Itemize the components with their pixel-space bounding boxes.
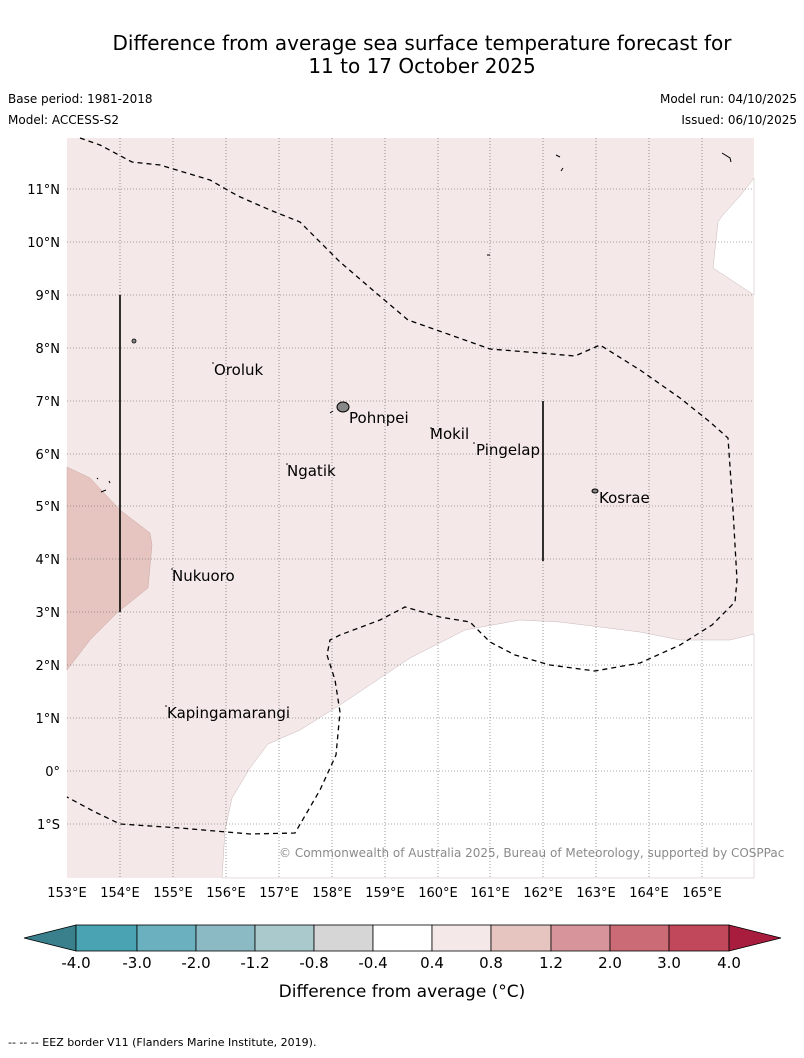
place-label-kosrae: Kosrae [599, 489, 650, 507]
colorbar-ticks: -4.0 -3.0 -2.0 -1.2 -0.8 -0.4 0.4 0.8 1.… [61, 954, 741, 972]
lat-label: 6°N [36, 448, 61, 463]
copyright-notice: © Commonwealth of Australia 2025, Bureau… [279, 846, 784, 860]
colorbar-swatch [550, 924, 611, 952]
colorbar-tick: 0.8 [479, 954, 503, 972]
colorbar: -4.0 -3.0 -2.0 -1.2 -0.8 -0.4 0.4 0.8 1.… [23, 924, 782, 1002]
issued-date: Issued: 06/10/2025 [681, 113, 797, 127]
lon-label: 159°E [365, 886, 405, 901]
colorbar-tick: 1.2 [539, 954, 563, 972]
chart-title: Difference from average sea surface temp… [0, 32, 804, 78]
lon-label: 164°E [629, 886, 669, 901]
title-line-2: 11 to 17 October 2025 [308, 54, 536, 78]
colorbar-swatch [75, 924, 138, 952]
lon-label: 162°E [523, 886, 563, 901]
model-run: Model run: 04/10/2025 [659, 92, 797, 106]
colorbar-tick: -0.8 [299, 954, 328, 972]
lon-label: 157°E [259, 886, 299, 901]
colorbar-tick: -3.0 [122, 954, 151, 972]
lon-label: 156°E [206, 886, 246, 901]
lon-label: 163°E [576, 886, 616, 901]
pingelap-atoll [473, 442, 475, 444]
colorbar-tick: -1.2 [240, 954, 269, 972]
colorbar-swatches [23, 924, 782, 952]
latitude-axis: 11°N 10°N 9°N 8°N 7°N 6°N 5°N 4°N 3°N 2°… [27, 183, 60, 833]
place-label-mokil: Mokil [430, 425, 469, 443]
lat-label: 3°N [36, 606, 61, 621]
nukuoro-atoll [171, 568, 173, 570]
warm-anomaly-region [66, 466, 153, 671]
lat-label: 11°N [27, 183, 60, 198]
colorbar-swatch [372, 924, 433, 952]
small-islets [96, 152, 732, 493]
oroluk-atoll [212, 362, 214, 364]
place-label-kapingamarangi: Kapingamarangi [167, 704, 290, 722]
kosrae-island [591, 488, 599, 494]
near-average-region [221, 619, 755, 879]
lat-label: 1°N [36, 712, 61, 727]
lat-label: 0° [45, 765, 60, 780]
colorbar-tick: -2.0 [181, 954, 210, 972]
lat-label: 1°S [37, 818, 60, 833]
title-line-1: Difference from average sea surface temp… [112, 31, 732, 55]
lon-label: 155°E [153, 886, 193, 901]
lat-label: 8°N [36, 342, 61, 357]
place-label-pingelap: Pingelap [476, 441, 540, 459]
model-name: Model: ACCESS-S2 [8, 113, 120, 127]
place-label-oroluk: Oroluk [214, 361, 263, 379]
lat-label: 4°N [36, 553, 61, 568]
eez-border [66, 137, 738, 835]
lat-label: 9°N [36, 289, 61, 304]
lat-label: 10°N [27, 236, 60, 251]
mokil-atoll [430, 427, 432, 429]
atoll-marker [131, 338, 137, 344]
colorbar-tick: 4.0 [717, 954, 741, 972]
lat-label: 7°N [36, 395, 61, 410]
eez-footnote: -- -- -- EEZ border V11 (Flanders Marine… [8, 1036, 317, 1049]
lon-label: 154°E [100, 886, 140, 901]
colorbar-tick: -0.4 [358, 954, 387, 972]
colorbar-label: Difference from average (°C) [279, 982, 526, 1002]
colorbar-swatch [668, 924, 730, 952]
map-panel: Oroluk Pohnpei Mokil Pingelap Ngatik Kos… [66, 137, 784, 879]
colorbar-tick: -4.0 [61, 954, 90, 972]
near-average-region-ne [712, 177, 755, 296]
longitude-axis: 153°E 154°E 155°E 156°E 157°E 158°E 159°… [47, 886, 722, 901]
lon-label: 160°E [418, 886, 458, 901]
colorbar-swatch [609, 924, 670, 952]
colorbar-tick: 3.0 [657, 954, 681, 972]
colorbar-swatch [490, 924, 552, 952]
colorbar-tick: 2.0 [598, 954, 622, 972]
lon-label: 161°E [470, 886, 510, 901]
lon-label: 153°E [47, 886, 87, 901]
lon-label: 158°E [312, 886, 352, 901]
lat-label: 2°N [36, 659, 61, 674]
place-label-nukuoro: Nukuoro [172, 567, 235, 585]
colorbar-swatch [136, 924, 197, 952]
colorbar-tick: 0.4 [420, 954, 444, 972]
place-label-pohnpei: Pohnpei [349, 409, 409, 427]
place-label-ngatik: Ngatik [287, 462, 336, 480]
lat-label: 5°N [36, 500, 61, 515]
ngatik-atoll [286, 463, 288, 465]
lon-label: 165°E [682, 886, 722, 901]
place-labels: Oroluk Pohnpei Mokil Pingelap Ngatik Kos… [167, 361, 650, 722]
base-period: Base period: 1981-2018 [8, 92, 153, 106]
pohnpei-island [336, 401, 350, 413]
colorbar-swatch [254, 924, 315, 952]
colorbar-extend-high [728, 924, 782, 952]
kapingamarangi-atoll [165, 705, 167, 707]
colorbar-swatch [431, 924, 492, 952]
colorbar-swatch [313, 924, 374, 952]
colorbar-extend-low [23, 924, 77, 952]
colorbar-swatch [195, 924, 256, 952]
